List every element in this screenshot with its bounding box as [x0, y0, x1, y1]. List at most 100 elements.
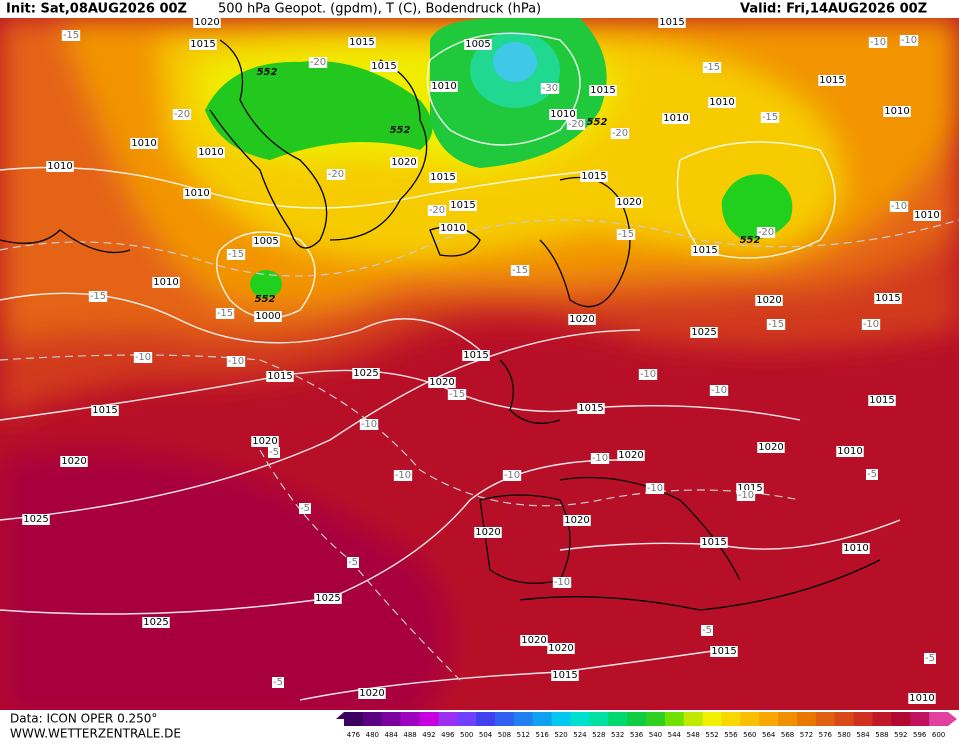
map-label: -15: [704, 62, 720, 73]
map-label: 1015: [581, 171, 606, 182]
map-label: 1020: [475, 527, 500, 538]
website: WWW.WETTERZENTRALE.DE: [10, 727, 181, 741]
label-box: [736, 483, 764, 494]
init-time: Init: Sat,08AUG2026 00Z: [6, 2, 187, 17]
map-label: 1015: [349, 37, 374, 48]
colorbar-label: 504: [479, 731, 493, 739]
map-label: 1005: [465, 39, 490, 50]
map-label: 1020: [61, 456, 86, 467]
label-box: [861, 319, 881, 330]
map-label: 1010: [131, 138, 156, 149]
label-box: [254, 311, 282, 322]
map-label: 1010: [909, 693, 934, 704]
map-label: 1015: [463, 350, 488, 361]
map-label: 1005: [253, 236, 278, 247]
colorbar-label: 492: [422, 731, 435, 739]
label-box: [580, 171, 608, 182]
label-box: [760, 112, 780, 123]
colorbar-label: 600: [932, 731, 945, 739]
map-label: -20: [310, 57, 326, 68]
label-box: [46, 161, 74, 172]
map-label: 1020: [521, 635, 546, 646]
map-label: 1020: [756, 295, 781, 306]
map-label: -15: [762, 112, 778, 123]
map-label: -10: [228, 356, 244, 367]
map-label: -15: [512, 265, 528, 276]
map-label: 1010: [550, 109, 575, 120]
map-label: 1010: [884, 106, 909, 117]
data-source: Data: ICON OPER 0.250°: [10, 712, 157, 726]
map-label: 1010: [153, 277, 178, 288]
label-box: [756, 227, 776, 238]
map-label: 1015: [190, 39, 215, 50]
label-box: [215, 308, 235, 319]
label-box: [658, 17, 686, 28]
label-box: [308, 57, 328, 68]
map-label: 1025: [143, 617, 168, 628]
map-label: -20: [174, 109, 190, 120]
colorbar-swatch: [381, 712, 402, 726]
map-label: 1020: [758, 442, 783, 453]
label-box: [913, 210, 941, 221]
label-box: [474, 527, 502, 538]
map-label: -20: [758, 227, 774, 238]
label-box: [299, 503, 311, 514]
map-label: -15: [90, 291, 106, 302]
map-label: 1015: [659, 17, 684, 28]
colorbar-label: 544: [668, 731, 682, 739]
colorbar-label: 484: [385, 731, 399, 739]
map-label: 1020: [548, 643, 573, 654]
colorbar-arrow-right: [948, 712, 957, 726]
colorbar-label: 540: [649, 731, 662, 739]
label-box: [540, 83, 560, 94]
map-label: 1015: [450, 200, 475, 211]
label-box: [172, 109, 192, 120]
label-box: [883, 106, 911, 117]
map-label: -20: [612, 128, 628, 139]
label-box: [836, 446, 864, 457]
label-box: [347, 557, 359, 568]
map-label: -5: [348, 557, 358, 568]
map-label: -10: [554, 577, 570, 588]
colorbar-label: 500: [460, 731, 473, 739]
map-label: -20: [429, 205, 445, 216]
label-box: [61, 30, 81, 41]
map-label: -5: [269, 447, 279, 458]
label-box: [701, 625, 713, 636]
colorbar-swatch: [664, 712, 685, 726]
colorbar-label: 584: [856, 731, 870, 739]
label-box: [566, 119, 586, 130]
map-label: 1015: [267, 371, 292, 382]
map-label: 1015: [371, 61, 396, 72]
label-box: [152, 277, 180, 288]
colorbar-swatch: [589, 712, 609, 726]
label-box: [842, 543, 870, 554]
label-box: [638, 369, 658, 380]
label-box: [428, 377, 456, 388]
label-box: [462, 350, 490, 361]
label-box: [520, 635, 548, 646]
map-label: -20: [328, 169, 344, 180]
map-label: -10: [640, 369, 656, 380]
label-box: [551, 670, 579, 681]
colorbar-label: 516: [536, 731, 550, 739]
colorbar-label: 476: [347, 731, 361, 739]
colorbar-swatch: [834, 712, 855, 726]
label-box: [868, 37, 888, 48]
colorbar-label: 568: [781, 731, 794, 739]
label-box: [615, 197, 643, 208]
colorbar-label: 592: [894, 731, 907, 739]
colorbar-label: 508: [498, 731, 511, 739]
label-box: [577, 403, 605, 414]
label-box: [272, 677, 284, 688]
label-box: [755, 295, 783, 306]
colorbar-swatch: [929, 712, 949, 726]
map-label: 1015: [869, 395, 894, 406]
label-box: [268, 447, 280, 458]
label-box: [60, 456, 88, 467]
map-label: 1015: [692, 245, 717, 256]
map-label: -10: [870, 37, 886, 48]
map-label: 1020: [618, 450, 643, 461]
colorbar-label: 512: [517, 731, 530, 739]
map-label: 1015: [819, 75, 844, 86]
